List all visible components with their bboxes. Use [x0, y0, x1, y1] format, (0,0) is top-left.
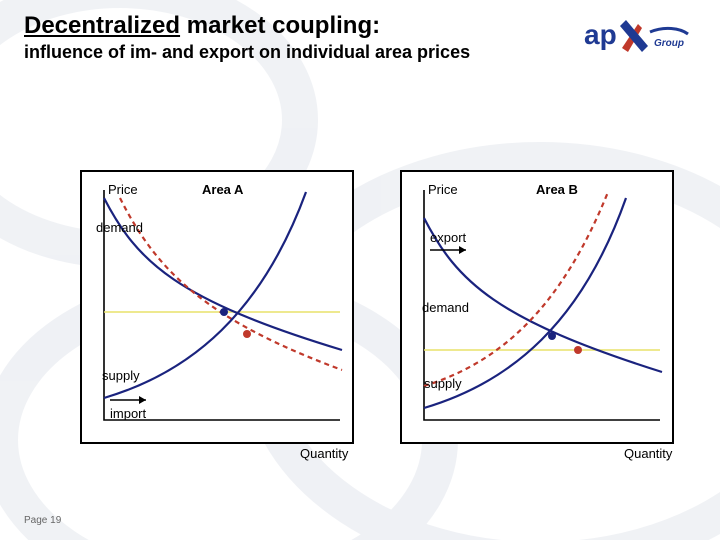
eq-point-new-b — [574, 346, 582, 354]
demand-label-b: demand — [422, 300, 469, 315]
supply-label-b: supply — [424, 376, 462, 391]
export-arrow — [430, 246, 466, 254]
eq-point-new-a — [243, 330, 251, 338]
x-axis-label-b: Quantity — [624, 446, 672, 461]
supply-label-a: supply — [102, 368, 140, 383]
y-axis-label-b: Price — [428, 182, 458, 197]
area-title-b: Area B — [536, 182, 578, 197]
x-axis-label-a: Quantity — [300, 446, 348, 461]
apx-group-logo: ap Group — [582, 14, 692, 58]
chart-a-svg — [82, 172, 352, 442]
title-rest: market coupling: — [180, 12, 380, 39]
export-label-b: export — [430, 230, 466, 245]
import-label-a: import — [110, 406, 146, 421]
page-number: Page 19 — [24, 515, 61, 526]
chart-area-b: Price Area B export demand supply — [400, 170, 674, 444]
eq-point-orig-b — [548, 332, 556, 340]
svg-text:Group: Group — [654, 38, 684, 49]
eq-point-orig-a — [220, 308, 228, 316]
area-title-a: Area A — [202, 182, 243, 197]
demand-shift-a — [120, 198, 342, 370]
title-underlined: Decentralized — [24, 12, 180, 39]
import-arrow — [110, 396, 146, 404]
chart-area-a: Price Area A demand supply import — [80, 170, 354, 444]
demand-label-a: demand — [96, 220, 143, 235]
supply-shift-b — [424, 192, 608, 386]
svg-text:ap: ap — [584, 19, 617, 50]
y-axis-label-a: Price — [108, 182, 138, 197]
